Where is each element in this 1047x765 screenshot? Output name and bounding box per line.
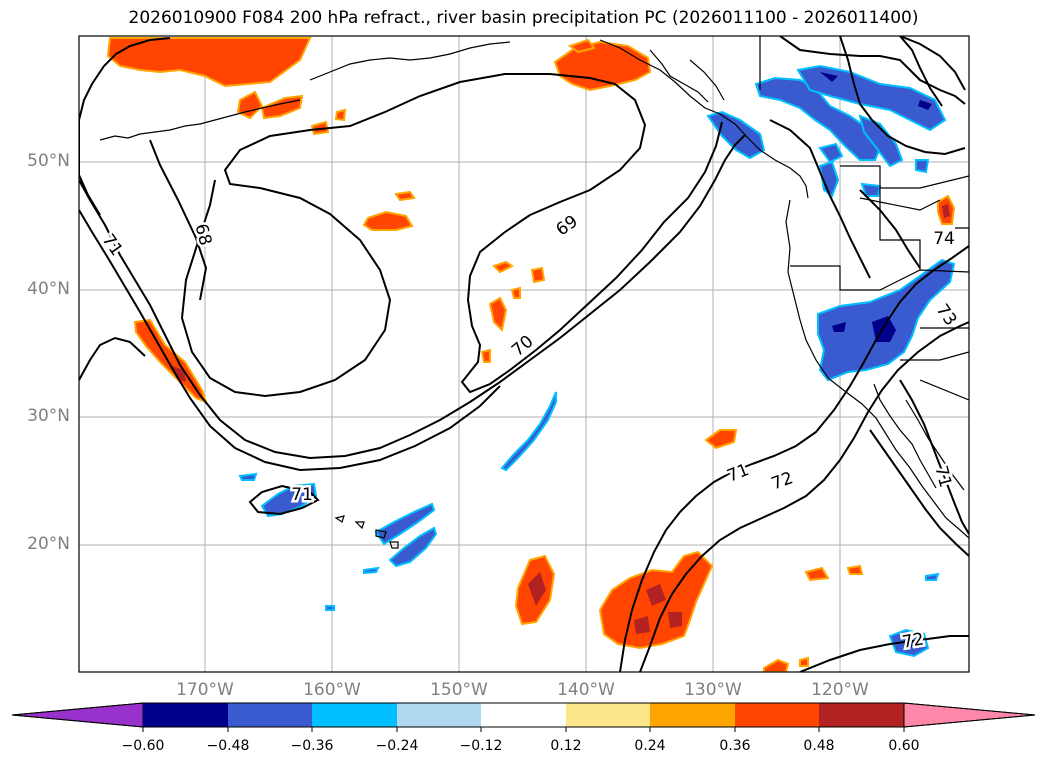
colorbar-segment — [143, 703, 228, 727]
colorbar-tick: −0.60 — [121, 738, 165, 754]
lat-label-30n: 30°N — [27, 406, 70, 426]
colorbar-segment — [312, 703, 397, 727]
colorbar-segment — [566, 703, 650, 727]
lon-label-120w: 120°W — [811, 680, 869, 700]
colorbar-segment — [228, 703, 312, 727]
colorbar-segment — [397, 703, 481, 727]
lon-label-170w: 170°W — [176, 680, 234, 700]
colorbar-tick: 0.36 — [719, 738, 751, 754]
colorbar-segment — [11, 702, 144, 728]
colorbar-tick: 0.48 — [803, 738, 835, 754]
colorbar-segment — [735, 703, 819, 727]
lon-label-160w: 160°W — [303, 680, 361, 700]
negative-precip-patches — [238, 64, 956, 658]
map-frame — [78, 35, 970, 673]
islands — [334, 515, 399, 549]
colorbar-tick: −0.24 — [375, 738, 419, 754]
map-title: 2026010900 F084 200 hPa refract., river … — [128, 8, 919, 28]
colorbar-segment — [819, 703, 904, 727]
colorbar-tick: −0.48 — [206, 738, 250, 754]
colorbar-segment — [481, 703, 566, 727]
colorbar-tick: 0.12 — [550, 738, 582, 754]
colorbar-segment — [903, 702, 1036, 728]
colorbar-segment — [650, 703, 735, 727]
refractivity-contours — [79, 36, 969, 672]
lon-label-140w: 140°W — [557, 680, 615, 700]
lat-label-50n: 50°N — [27, 151, 70, 171]
colorbar-tick: 0.60 — [888, 738, 920, 754]
colorbar — [11, 702, 1036, 732]
coastlines — [99, 36, 969, 539]
lon-label-130w: 130°W — [684, 680, 742, 700]
colorbar-tick: 0.24 — [634, 738, 666, 754]
colorbar-tick: −0.12 — [459, 738, 503, 754]
lon-label-150w: 150°W — [430, 680, 488, 700]
lat-label-40n: 40°N — [27, 279, 70, 299]
lat-label-20n: 20°N — [27, 534, 70, 554]
colorbar-tick: −0.36 — [290, 738, 334, 754]
